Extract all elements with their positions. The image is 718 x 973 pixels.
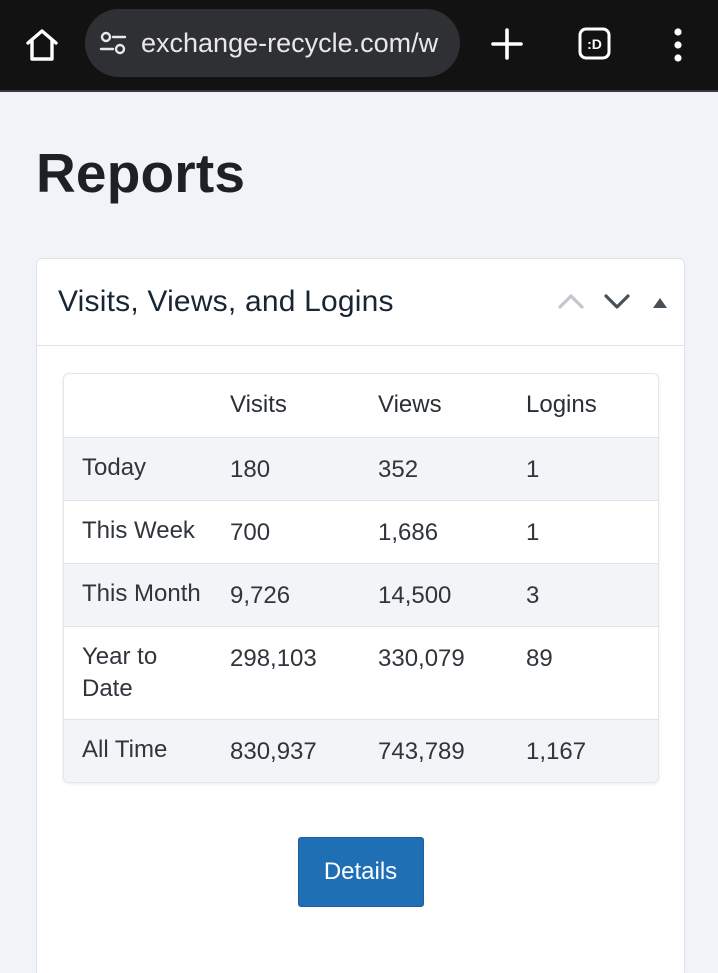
tab-count-label: :D — [587, 36, 602, 52]
views-cell: 743,789 — [360, 718, 508, 782]
actions-row: Details — [63, 836, 658, 907]
browser-toolbar: exchange-recycle.com/w :D — [0, 0, 718, 92]
visits-cell: 180 — [212, 436, 360, 500]
visits-cell: 298,103 — [212, 625, 360, 719]
stats-card: Visits, Views, and Logins — [36, 258, 685, 973]
stats-table-container: Visits Views Logins Today 180 352 1 — [63, 373, 659, 783]
column-header-visits: Visits — [230, 391, 287, 419]
tab-switcher-icon[interactable]: :D — [578, 27, 611, 60]
new-tab-icon[interactable] — [490, 27, 524, 61]
row-label: This Month — [64, 562, 212, 626]
table-row: This Week 700 1,686 1 — [64, 499, 658, 563]
table-row: All Time 830,937 743,789 1,167 — [64, 718, 658, 782]
page-title: Reports — [36, 142, 246, 204]
views-cell: 330,079 — [360, 625, 508, 719]
more-menu-icon[interactable] — [668, 25, 688, 65]
page-content: Reports Visits, Views, and Logins — [0, 140, 718, 973]
stats-table: Visits Views Logins Today 180 352 1 — [64, 374, 658, 782]
card-body: Visits Views Logins Today 180 352 1 — [37, 346, 684, 907]
row-label: Today — [64, 436, 212, 500]
visits-cell: 700 — [212, 499, 360, 563]
views-cell: 1,686 — [360, 499, 508, 563]
column-header-logins: Logins — [526, 391, 597, 419]
logins-cell: 1 — [508, 499, 658, 563]
logins-cell: 1,167 — [508, 718, 658, 782]
table-row: Today 180 352 1 — [64, 436, 658, 500]
logins-cell: 89 — [508, 625, 658, 719]
row-label: All Time — [64, 718, 212, 782]
row-label: This Week — [64, 499, 212, 563]
details-button[interactable]: Details — [297, 836, 424, 907]
logins-cell: 1 — [508, 436, 658, 500]
card-title: Visits, Views, and Logins — [58, 285, 394, 318]
chevron-down-icon[interactable] — [602, 289, 632, 313]
visits-cell: 9,726 — [212, 562, 360, 626]
home-icon[interactable] — [22, 25, 62, 65]
card-header: Visits, Views, and Logins — [37, 259, 684, 346]
column-header-label — [64, 374, 212, 437]
site-settings-icon[interactable] — [99, 29, 127, 57]
address-bar[interactable]: exchange-recycle.com/w — [85, 9, 460, 77]
views-cell: 14,500 — [360, 562, 508, 626]
visits-cell: 830,937 — [212, 718, 360, 782]
caret-up-icon[interactable] — [651, 296, 669, 310]
chevron-up-icon[interactable] — [556, 289, 586, 313]
table-row: Year to Date 298,103 330,079 89 — [64, 625, 658, 719]
row-label: Year to Date — [64, 625, 212, 719]
url-text[interactable]: exchange-recycle.com/w — [141, 27, 439, 58]
table-header-row: Visits Views Logins — [64, 374, 658, 437]
views-cell: 352 — [360, 436, 508, 500]
column-header-views: Views — [378, 391, 442, 419]
logins-cell: 3 — [508, 562, 658, 626]
table-row: This Month 9,726 14,500 3 — [64, 562, 658, 626]
